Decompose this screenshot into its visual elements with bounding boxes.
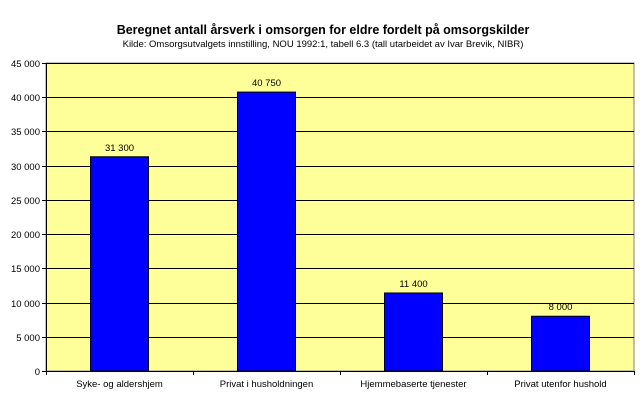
y-tick-labels: 0 5 000 10 000 15 000 20 000 25 000 30 000 35 0… [11,59,40,378]
x-category-label: Privat i husholdningen [220,379,313,390]
data-label: 31 300 [105,143,134,154]
data-label: 8 000 [549,302,573,313]
bar [237,91,296,372]
bar [90,156,149,372]
x-category-label: Privat utenfor hushold [514,379,606,390]
axes [42,63,635,375]
y-tick-label: 40 000 [11,93,40,104]
chart-subtitle: Kilde: Omsorgsutvalgets innstilling, NOU… [123,39,524,50]
data-label: 11 400 [399,279,427,290]
y-tick-label: 20 000 [11,230,40,241]
x-category-labels: Syke- og aldershjem Privat i husholdninge… [76,379,607,390]
x-category-label: Hjemmebaserte tjenester [360,379,466,390]
y-tick-label: 5 000 [16,333,40,344]
y-tick-label: 45 000 [11,59,40,70]
data-label: 40 750 [252,78,281,89]
y-tick-label: 30 000 [11,162,40,173]
y-tick-label: 25 000 [11,196,40,207]
bar [531,315,590,372]
y-tick-label: 10 000 [11,299,40,310]
bar [384,292,443,372]
y-tick-label: 35 000 [11,127,40,138]
data-labels: 31 300 40 750 11 400 8 000 [105,78,572,313]
y-tick-label: 0 [35,367,40,378]
y-tick-label: 15 000 [11,264,40,275]
chart-title: Beregnet antall årsverk i omsorgen for e… [117,23,530,37]
bars [90,91,590,372]
x-category-label: Syke- og aldershjem [76,379,163,390]
